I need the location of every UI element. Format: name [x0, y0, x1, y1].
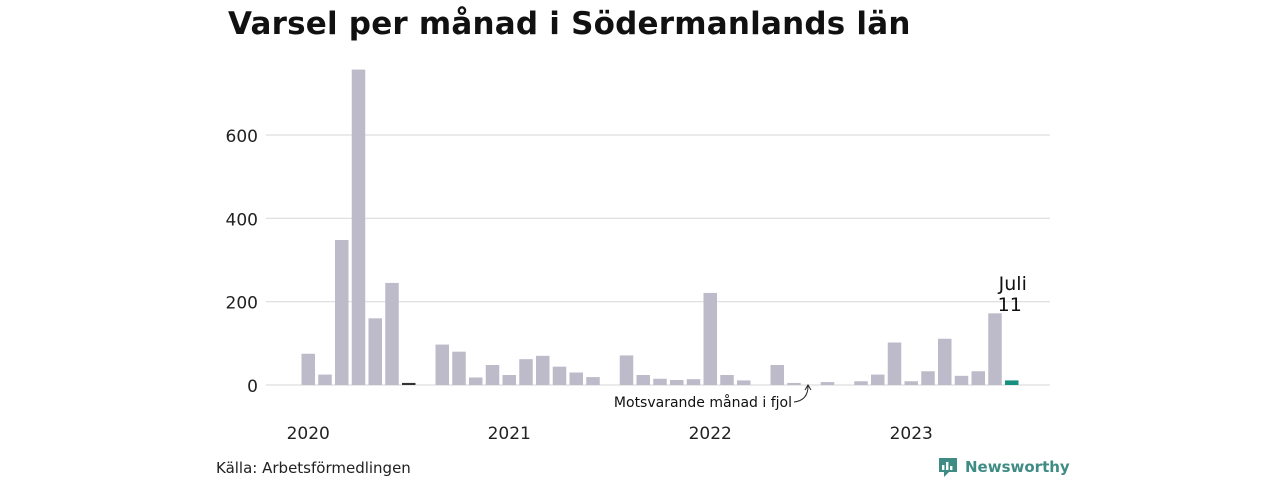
y-tick-label: 400 [226, 210, 258, 230]
bar [820, 382, 835, 385]
bar [586, 377, 600, 385]
comparison-label: Motsvarande månad i fjol [614, 394, 792, 411]
chart-icon [939, 458, 957, 477]
bar [904, 381, 918, 385]
bar [737, 380, 751, 385]
bar [435, 344, 449, 385]
bar [921, 371, 935, 385]
grid-layer [266, 134, 1050, 386]
bar [954, 375, 969, 385]
brand-logo[interactable]: Newsworthy [937, 456, 1070, 478]
bar [854, 381, 868, 385]
bar [770, 365, 784, 385]
bar-current-month [1005, 380, 1019, 385]
bar [971, 371, 985, 385]
bar [887, 342, 902, 385]
label-layer: 0 200 400 600 2020 2021 2022 2023 [226, 127, 933, 444]
bar [469, 377, 483, 385]
bar [988, 313, 1002, 385]
bar-comparison-month [402, 382, 416, 385]
bar [653, 378, 667, 385]
comparison-arrow [793, 384, 812, 403]
y-tick-label: 600 [226, 127, 258, 147]
bar [335, 240, 349, 385]
bar [703, 292, 717, 385]
bar [787, 382, 801, 385]
bar [938, 338, 952, 385]
bar [385, 282, 399, 385]
x-tick-label: 2023 [890, 424, 933, 444]
bar [619, 355, 634, 385]
bar [318, 374, 332, 385]
bar [569, 372, 583, 385]
x-tick-label: 2021 [488, 424, 531, 444]
bar [720, 375, 734, 385]
x-tick-label: 2020 [287, 424, 330, 444]
current-value-label: 11 [998, 294, 1022, 316]
bar [536, 355, 550, 385]
bar [485, 365, 500, 385]
bar [552, 366, 567, 385]
y-tick-label: 0 [247, 377, 258, 397]
y-tick-label: 200 [226, 294, 258, 314]
bar [670, 380, 684, 385]
bar [636, 375, 650, 385]
bar [686, 379, 701, 385]
bar [502, 375, 516, 385]
source-text: Källa: Arbetsförmedlingen [216, 459, 411, 477]
x-tick-label: 2022 [689, 424, 732, 444]
chart-title: Varsel per månad i Södermanlands län [228, 6, 911, 42]
bar-layer [301, 69, 1019, 385]
bar [301, 353, 315, 385]
bar [519, 359, 533, 385]
current-month-label: Juli [998, 273, 1027, 295]
bar [368, 318, 382, 385]
bar [452, 351, 466, 385]
bar [871, 374, 885, 385]
bar [351, 69, 366, 385]
brand-name: Newsworthy [965, 458, 1070, 476]
